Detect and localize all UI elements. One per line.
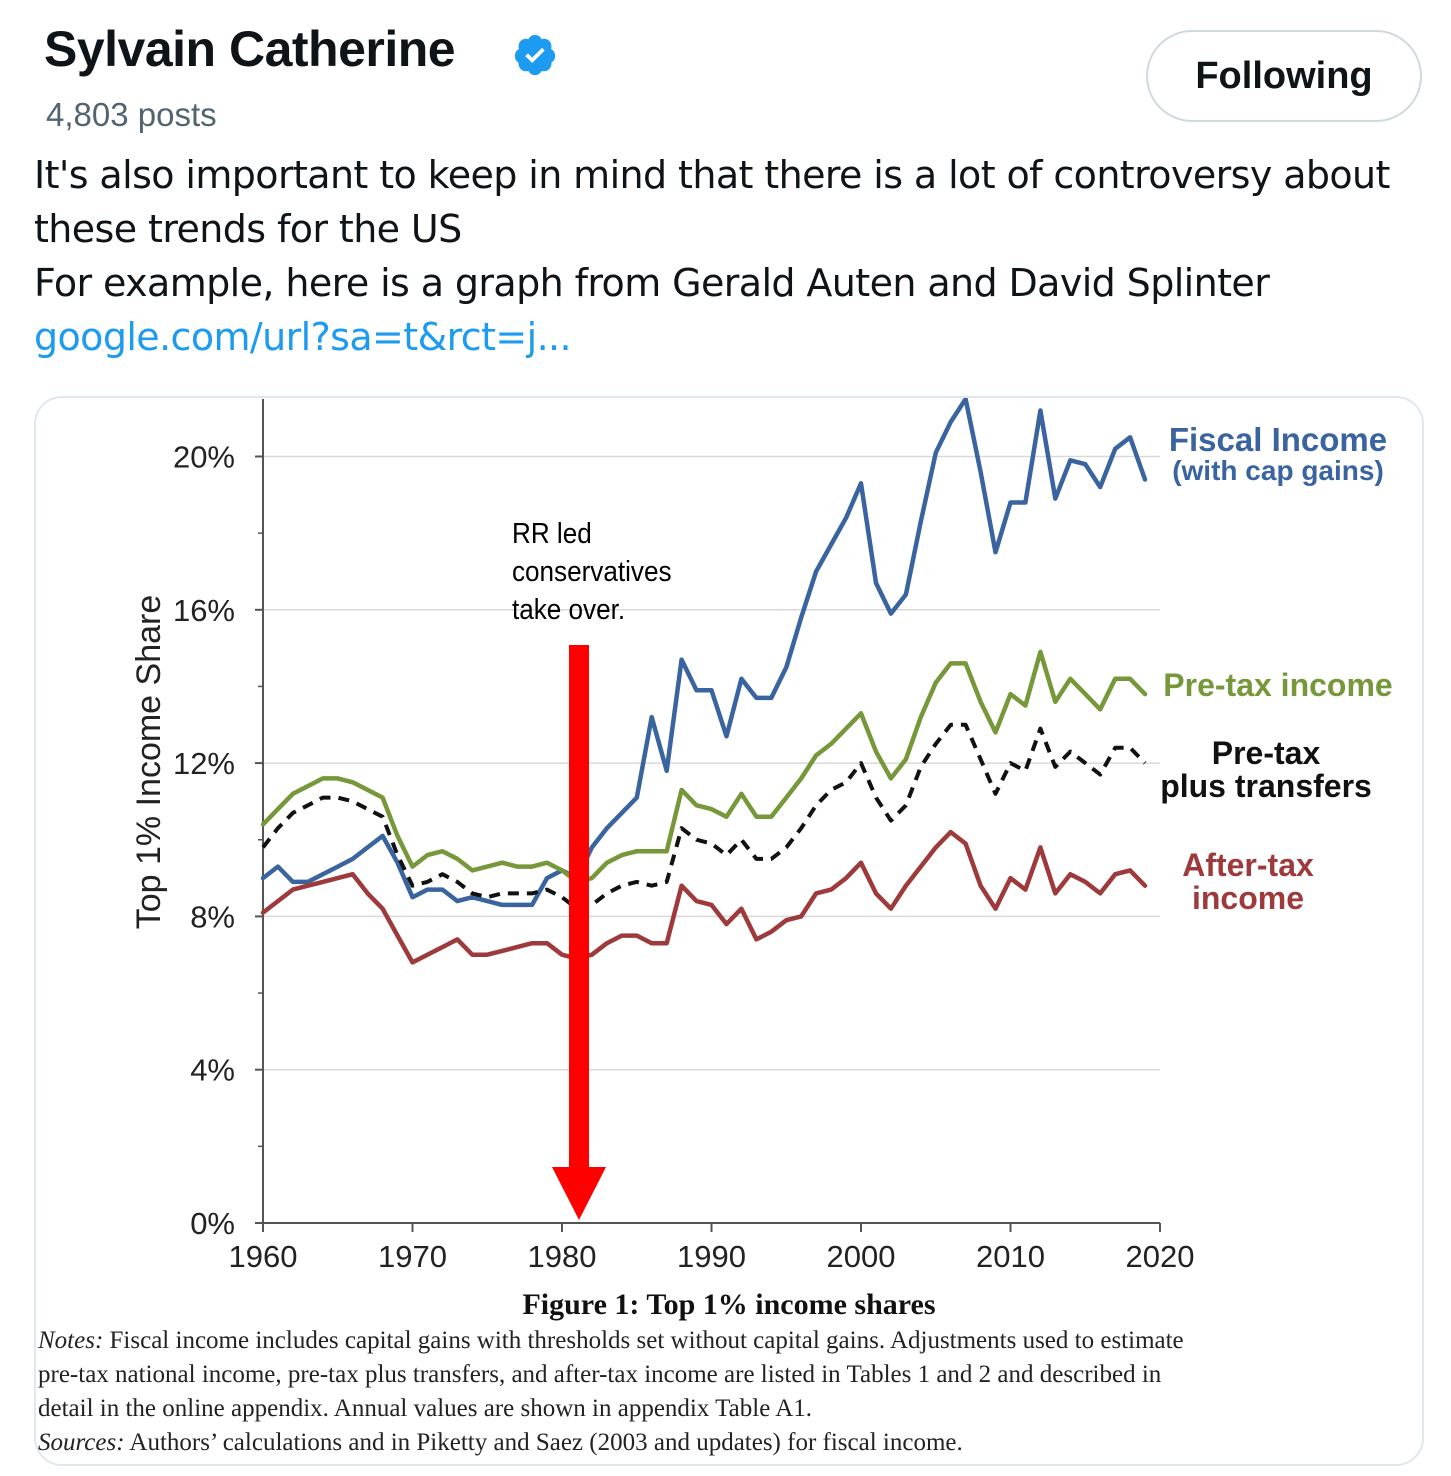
verified-badge-icon bbox=[514, 34, 556, 76]
y-tick-label: 16% bbox=[173, 593, 235, 628]
x-tick-label: 1960 bbox=[229, 1239, 298, 1274]
series-label: Pre-tax bbox=[1212, 735, 1321, 771]
y-tick-label: 20% bbox=[173, 439, 235, 474]
y-tick-label: 12% bbox=[173, 746, 235, 781]
series-line bbox=[260, 649, 1148, 885]
figure-caption: Figure 1: Top 1% income shares bbox=[522, 1288, 936, 1321]
income-share-chart: 0% 4% 8% 12% 16% 20% 1960 1970 1980 1990 2000 2010 2… bbox=[130, 398, 1393, 1274]
chart-series-labels: Fiscal Income(with cap gains) Pre-tax inc… bbox=[1160, 421, 1393, 916]
series-label: Fiscal Income bbox=[1169, 421, 1387, 458]
x-tick-label: 2000 bbox=[827, 1239, 896, 1274]
notes-text: Fiscal income includes capital gains wit… bbox=[103, 1327, 1184, 1354]
annotation-line: conservatives bbox=[512, 555, 672, 588]
media-card[interactable]: 0% 4% 8% 12% 16% 20% 1960 1970 1980 1990 2000 2010 2… bbox=[34, 396, 1424, 1466]
chart-series bbox=[260, 398, 1148, 965]
y-tick-label: 4% bbox=[190, 1053, 235, 1088]
notes-label: Notes: bbox=[38, 1327, 104, 1354]
annotation-line: take over. bbox=[512, 593, 625, 626]
notes-text: pre-tax national income, pre-tax plus tr… bbox=[38, 1361, 1162, 1388]
x-tick-label: 2020 bbox=[1126, 1239, 1195, 1274]
following-button[interactable]: Following bbox=[1146, 30, 1422, 122]
chart-gridlines bbox=[263, 455, 1160, 1071]
tweet-body: It's also important to keep in mind that… bbox=[34, 148, 1424, 364]
x-tick-label: 1980 bbox=[528, 1239, 597, 1274]
series-label: plus transfers bbox=[1160, 768, 1372, 804]
x-tick-label: 2010 bbox=[976, 1239, 1045, 1274]
red-arrow-shaft bbox=[569, 645, 589, 1175]
series-label: Pre-tax income bbox=[1163, 667, 1392, 703]
series-line bbox=[260, 398, 1148, 908]
y-axis-label: Top 1% Income Share bbox=[130, 595, 168, 930]
annotation-line: RR led bbox=[512, 517, 592, 550]
tweet-link[interactable]: google.com/url?sa=t&rct=j... bbox=[34, 315, 572, 359]
rr-annotation: RR led conservatives take over. bbox=[512, 517, 672, 1220]
sources-label: Sources: bbox=[38, 1429, 125, 1456]
series-label: income bbox=[1192, 880, 1304, 916]
series-label: After-tax bbox=[1182, 847, 1314, 883]
tweet-text-line: For example, here is a graph from Gerald… bbox=[34, 261, 1270, 305]
tweet-text-line: these trends for the US bbox=[34, 207, 462, 251]
red-arrow-head bbox=[552, 1167, 606, 1220]
author-name[interactable]: Sylvain Catherine bbox=[44, 21, 456, 77]
series-label: (with cap gains) bbox=[1172, 455, 1384, 486]
post-count: 4,803 posts bbox=[46, 96, 217, 133]
y-tick-label: 8% bbox=[190, 899, 235, 934]
notes-text: detail in the online appendix. Annual va… bbox=[38, 1395, 812, 1422]
sources-text: Authors’ calculations and in Piketty and… bbox=[124, 1429, 963, 1456]
series-line bbox=[260, 829, 1148, 965]
y-tick-label: 0% bbox=[190, 1206, 235, 1241]
x-tick-label: 1970 bbox=[378, 1239, 447, 1274]
x-tick-label: 1990 bbox=[677, 1239, 746, 1274]
chart-tick-labels: 0% 4% 8% 12% 16% 20% 1960 1970 1980 1990 2000 2010 2… bbox=[173, 439, 1195, 1274]
series-line bbox=[261, 722, 1147, 911]
chart-axes bbox=[255, 399, 1161, 1232]
tweet-header: Sylvain Catherine 4,803 posts Following bbox=[0, 0, 1451, 150]
figure-notes: Notes: Fiscal income includes capital ga… bbox=[38, 1324, 1418, 1460]
tweet-text-line: It's also important to keep in mind that… bbox=[34, 153, 1390, 197]
